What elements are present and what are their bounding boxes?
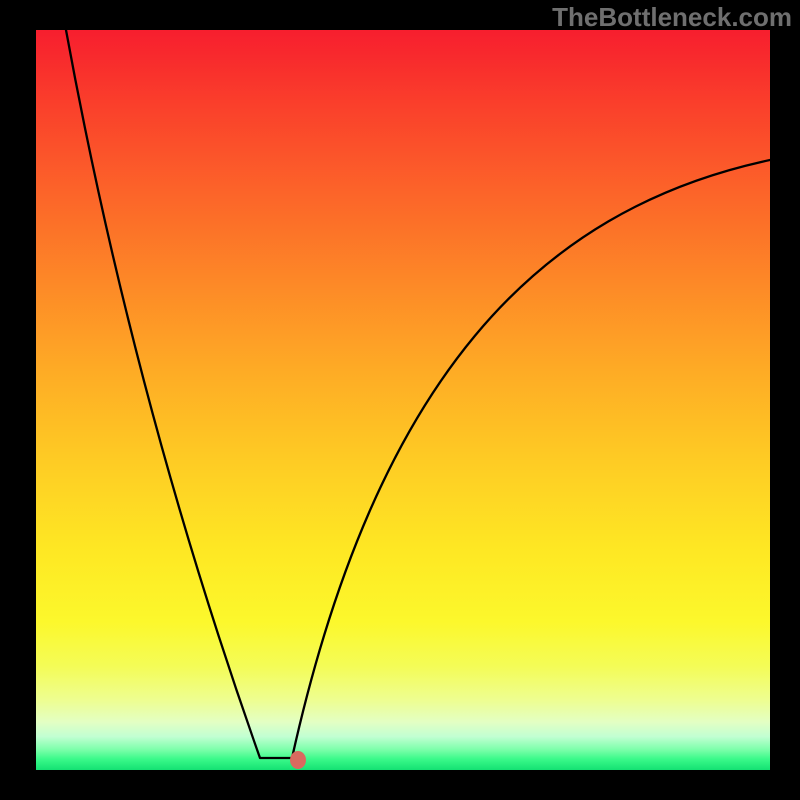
plot-area xyxy=(36,30,770,770)
chart-svg xyxy=(36,30,770,770)
bottleneck-curve xyxy=(66,30,770,758)
optimal-point-marker xyxy=(290,751,306,769)
watermark-text: TheBottleneck.com xyxy=(552,2,792,33)
